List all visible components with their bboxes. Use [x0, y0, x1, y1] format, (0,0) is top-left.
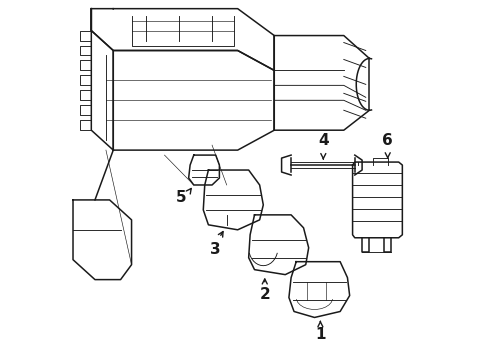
- Text: 5: 5: [176, 190, 187, 206]
- Text: 6: 6: [382, 132, 393, 148]
- Text: 3: 3: [210, 242, 221, 257]
- Text: 1: 1: [315, 327, 326, 342]
- Text: 2: 2: [259, 287, 270, 302]
- Text: 4: 4: [318, 132, 329, 148]
